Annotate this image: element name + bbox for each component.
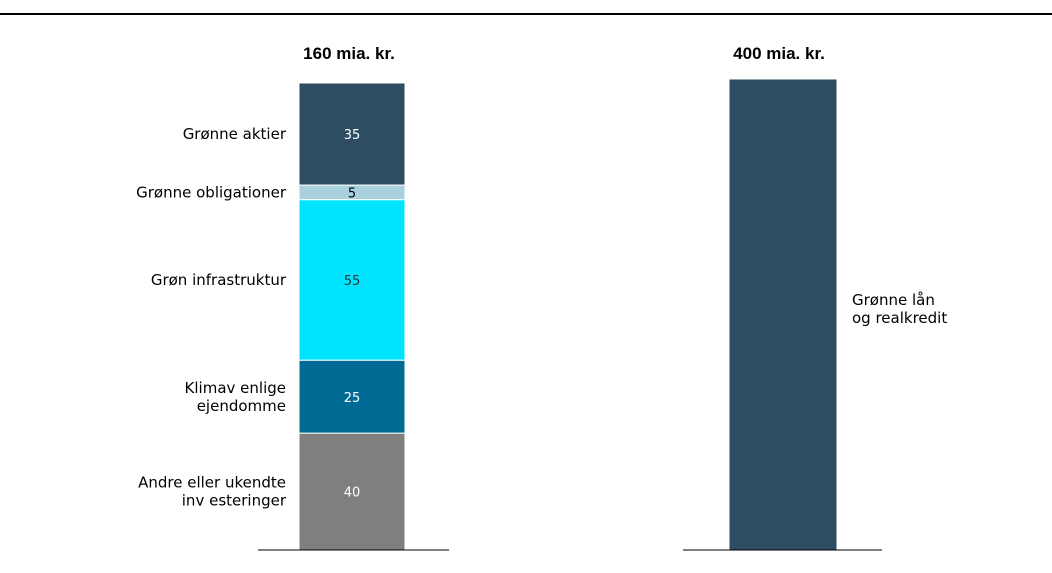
total-label-right: 400 mia. kr.: [733, 44, 825, 63]
value-label-left-2: 55: [344, 274, 361, 289]
value-label-left-3: 25: [344, 391, 361, 406]
bar-segment-right-0: [728, 78, 838, 551]
category-label-left-0-0: Grønne aktier: [183, 125, 287, 143]
value-label-left-4: 40: [344, 486, 361, 501]
category-label-left-4-0: Andre eller ukendte: [138, 474, 286, 492]
category-label-left-4-1: inv esteringer: [182, 492, 287, 510]
category-label-left-3-0: Klimav enlige: [185, 379, 286, 397]
category-label-left-1-0: Grønne obligationer: [136, 183, 287, 201]
chart-left-160: 160 mia. kr. 35 Grønne aktier 5 Grønne oblig…: [136, 44, 449, 551]
category-label-right-0-0: Grønne lån: [852, 291, 935, 309]
category-label-left-3-1: ejendomme: [197, 397, 286, 415]
value-label-left-0: 35: [344, 128, 361, 143]
bar-segment-left-3: [298, 359, 406, 434]
total-label-left: 160 mia. kr.: [303, 44, 395, 63]
category-label-right-0-1: og realkredit: [852, 309, 947, 327]
bar-segment-left-2: [298, 199, 406, 361]
top-rule: [0, 13, 1052, 15]
category-label-left-2-0: Grøn infrastruktur: [151, 271, 287, 289]
value-label-left-1: 5: [348, 186, 356, 201]
bar-segment-left-4: [298, 432, 406, 551]
